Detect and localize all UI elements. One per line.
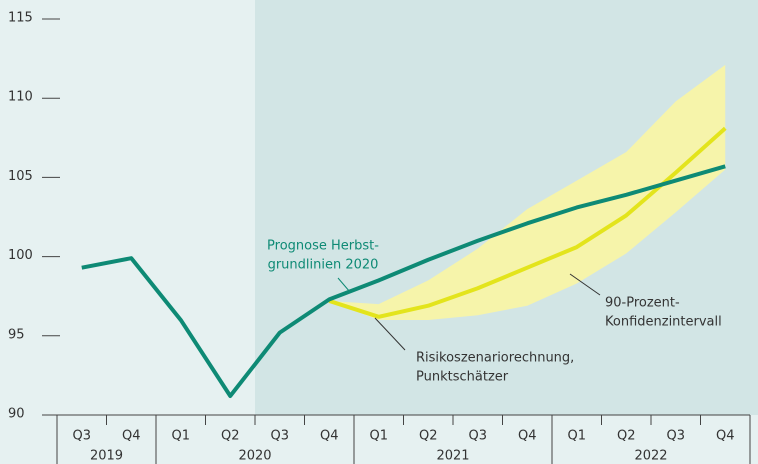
annotation: Punktschätzer xyxy=(416,370,509,385)
x-tick-label: Q1 xyxy=(567,429,586,444)
annotation: 90-Prozent- xyxy=(605,296,680,311)
annotation-leader xyxy=(337,277,351,293)
y-tick-label: 110 xyxy=(8,90,33,105)
annotation-leader xyxy=(374,317,406,351)
year-label: 2021 xyxy=(436,449,469,464)
annotation: Konfidenzintervall xyxy=(605,315,722,330)
x-tick-label: Q2 xyxy=(419,429,438,444)
annotation-leader xyxy=(569,273,601,296)
y-tick-label: 115 xyxy=(8,11,33,26)
annotation: Risikoszenariorechnung, xyxy=(416,351,574,366)
year-label: 2022 xyxy=(634,449,667,464)
y-tick-label: 105 xyxy=(8,169,33,184)
x-tick-label: Q1 xyxy=(171,429,190,444)
y-tick-label: 90 xyxy=(8,407,25,422)
year-label: 2020 xyxy=(238,449,271,464)
x-tick-label: Q3 xyxy=(72,429,91,444)
annotation: grundlinien 2020 xyxy=(268,258,379,273)
x-tick-label: Q2 xyxy=(221,429,240,444)
x-tick-label: Q1 xyxy=(369,429,388,444)
x-tick-label: Q2 xyxy=(617,429,636,444)
y-tick-label: 95 xyxy=(8,327,25,342)
x-tick-label: Q4 xyxy=(518,429,537,444)
x-tick-label: Q3 xyxy=(468,429,487,444)
x-tick-label: Q3 xyxy=(270,429,289,444)
y-tick-label: 100 xyxy=(8,248,33,263)
year-label: 2019 xyxy=(90,449,123,464)
x-tick-label: Q3 xyxy=(666,429,685,444)
x-tick-label: Q4 xyxy=(716,429,735,444)
series-line xyxy=(81,164,726,398)
x-tick-label: Q4 xyxy=(122,429,141,444)
x-tick-label: Q4 xyxy=(320,429,339,444)
annotation: Prognose Herbst- xyxy=(267,239,379,254)
